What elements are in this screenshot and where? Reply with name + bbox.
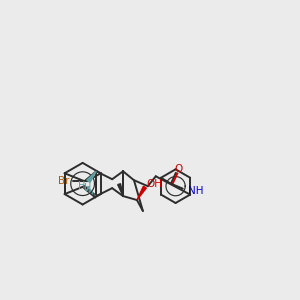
Text: OH: OH — [147, 179, 163, 189]
Text: H: H — [78, 181, 85, 191]
Text: NH: NH — [188, 186, 203, 196]
Text: Br: Br — [58, 176, 70, 186]
Polygon shape — [87, 171, 96, 182]
Polygon shape — [137, 186, 146, 200]
Polygon shape — [118, 184, 123, 196]
Text: O: O — [175, 164, 183, 174]
Text: H: H — [84, 183, 91, 193]
